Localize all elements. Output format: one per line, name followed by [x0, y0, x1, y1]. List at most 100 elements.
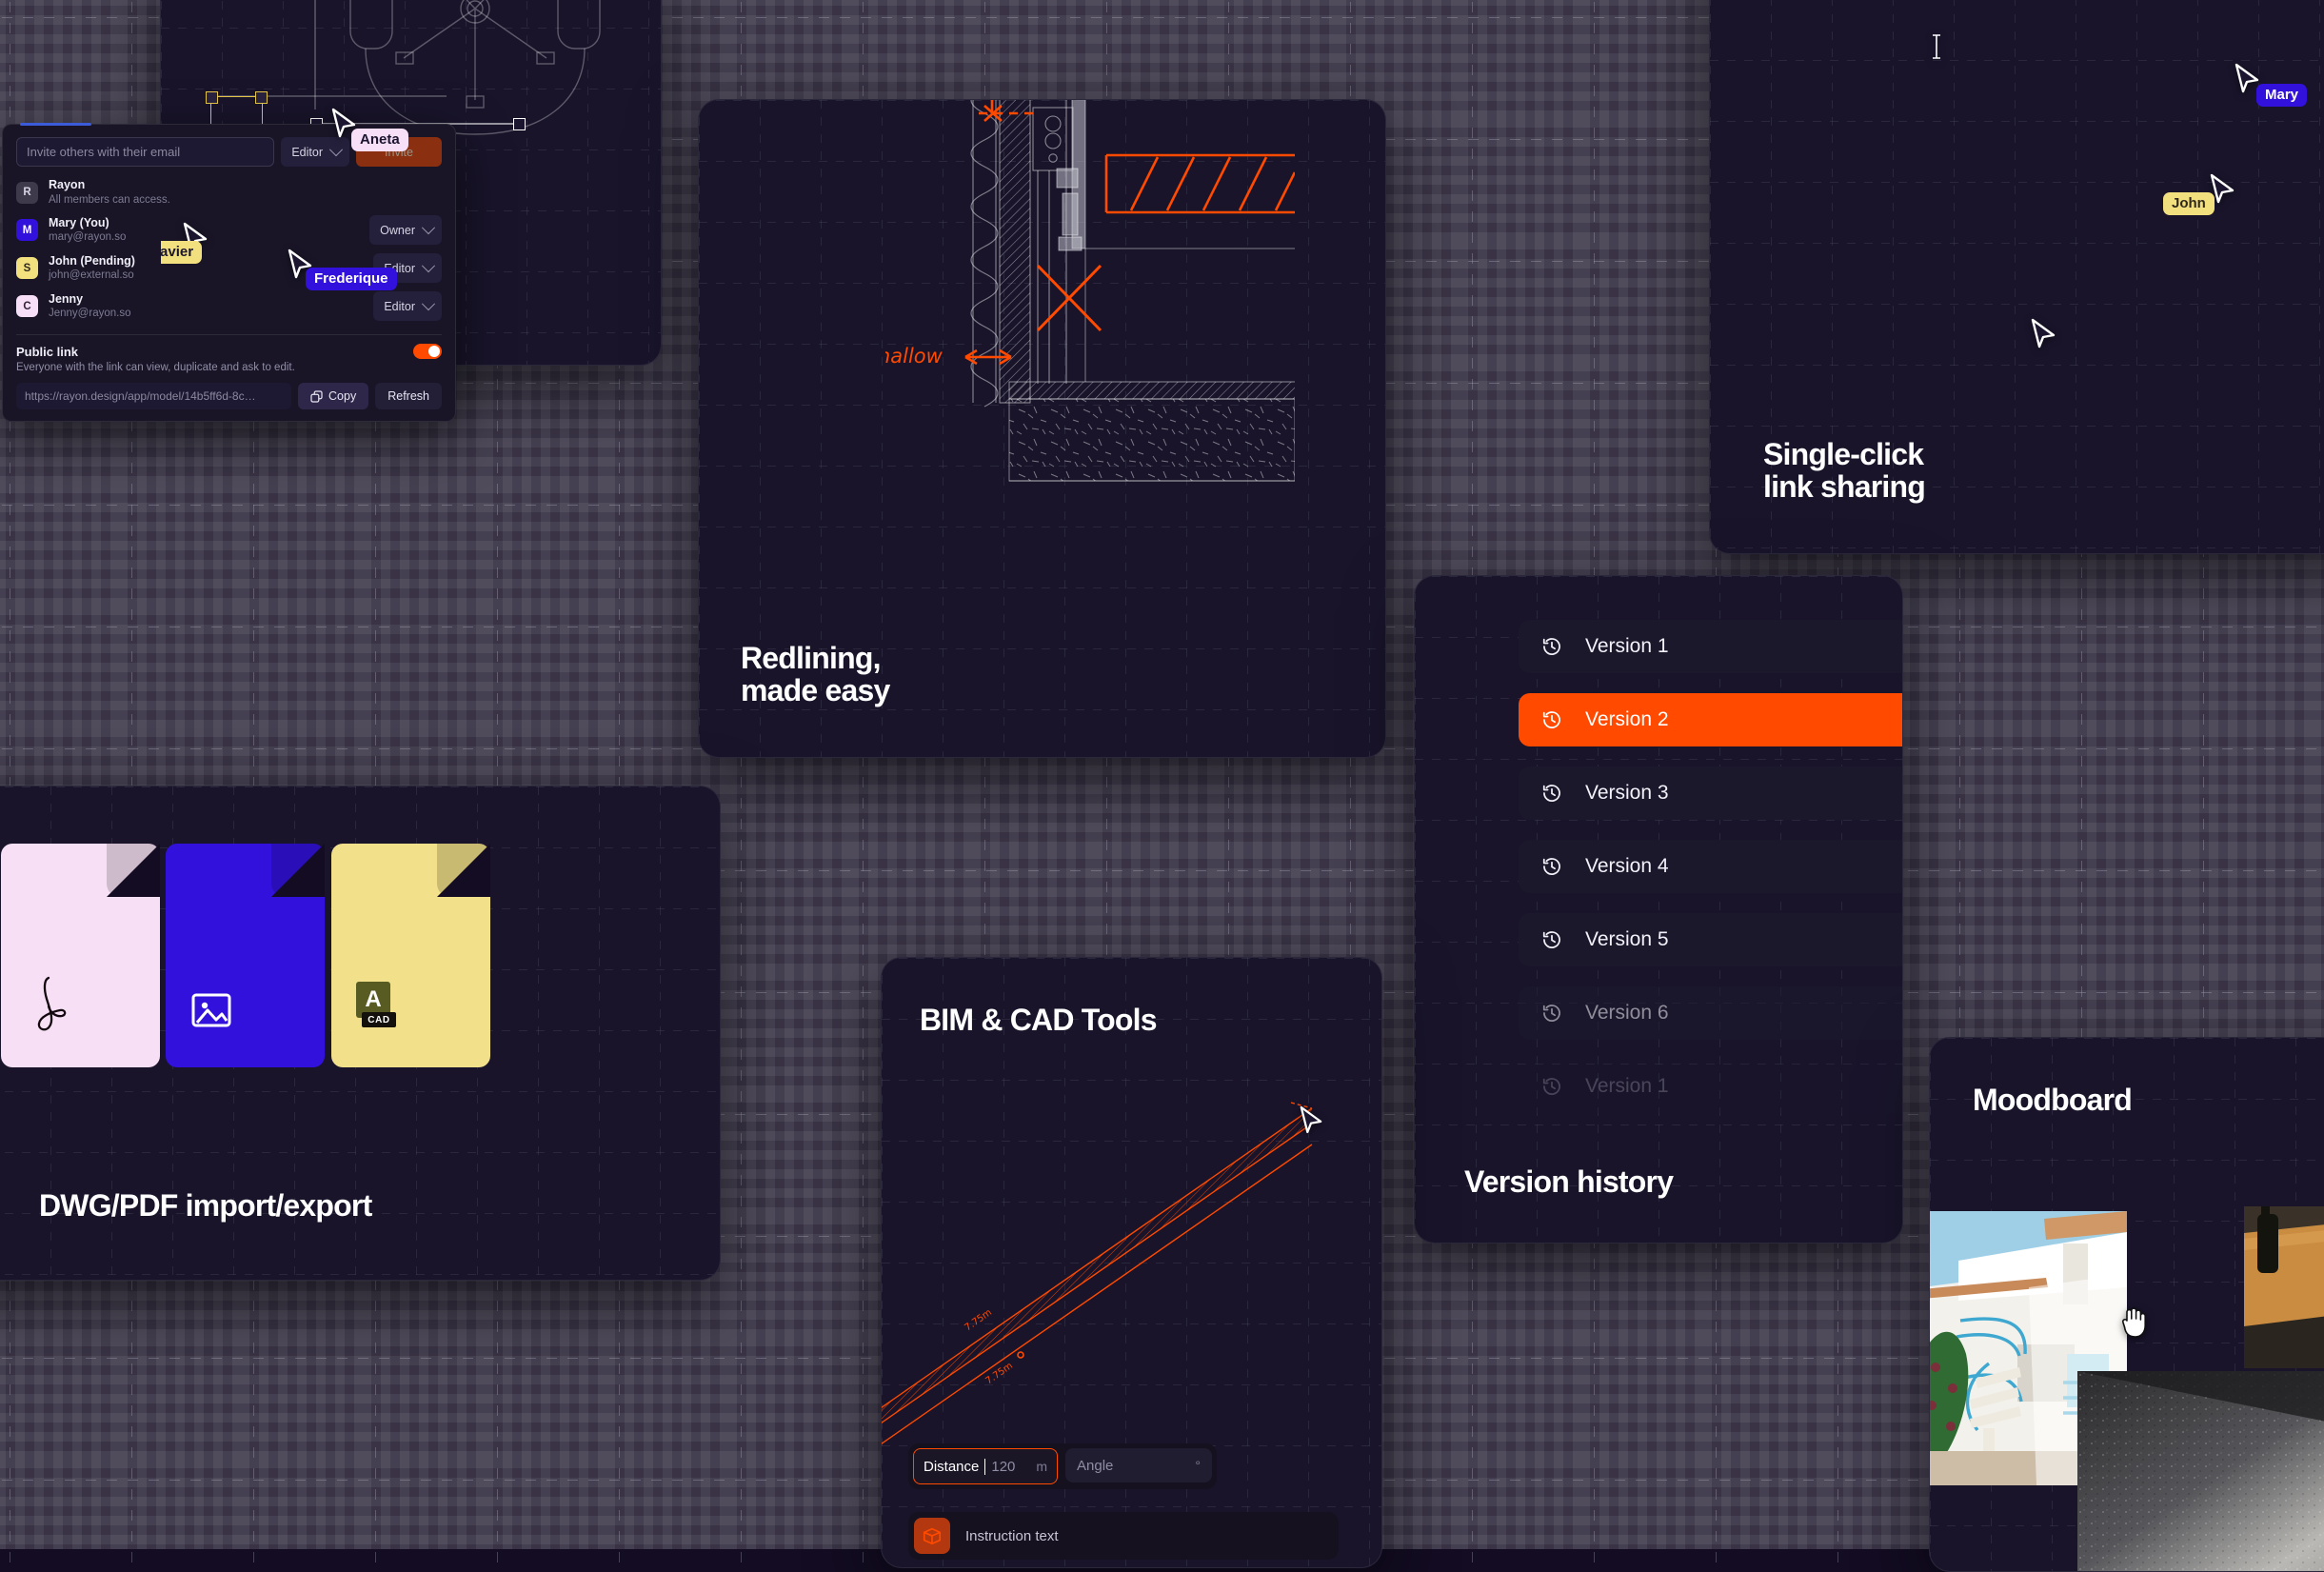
- copy-button-label: Copy: [328, 389, 357, 403]
- version-label: Version 2: [1585, 708, 1669, 730]
- card-grid-line: [660, 786, 661, 1280]
- member-row-jenny[interactable]: C Jenny Jenny@rayon.so Editor: [3, 288, 455, 326]
- card-grid-line: [882, 958, 883, 1567]
- history-icon: [1542, 638, 1560, 655]
- card-grid-line: [648, 0, 649, 365]
- public-link-row: https://rayon.design/app/model/14b5ff6d-…: [3, 373, 455, 409]
- public-link-url-input[interactable]: https://rayon.design/app/model/14b5ff6d-…: [16, 383, 292, 409]
- public-link-title: Public link: [16, 344, 79, 359]
- member-sub: mary@rayon.so: [49, 231, 127, 244]
- handle-top-left[interactable]: [206, 91, 218, 104]
- invite-email-input[interactable]: Invite others with their email: [16, 137, 275, 167]
- card-grid-line: [1710, 365, 2324, 366]
- title-line-1: Redlining,: [741, 640, 881, 675]
- invite-button-label: Invite: [385, 145, 413, 159]
- history-icon: [1542, 785, 1560, 802]
- card-grid-line: [2197, 0, 2198, 553]
- version-label: Version 4: [1585, 855, 1669, 877]
- member-row-john[interactable]: S John (Pending) john@external.so Editor: [3, 249, 455, 288]
- card-grid-line: [882, 1019, 1381, 1020]
- card-grid-line: [1930, 1282, 2324, 1283]
- avatar-jenny: C: [16, 295, 38, 317]
- version-row[interactable]: Version 112 days ago: [1519, 620, 1902, 673]
- card-grid-line: [1415, 759, 1902, 760]
- member-name: John (Pending): [49, 253, 135, 268]
- card-grid-line: [2015, 0, 2016, 553]
- card-grid-line: [699, 283, 1385, 284]
- public-link-toggle[interactable]: [413, 344, 442, 359]
- annotation-too-shallow: Too Shallow: [885, 345, 944, 368]
- card-grid-line: [1710, 60, 2324, 61]
- card-grid-line: [882, 1141, 1381, 1142]
- title-line-2: made easy: [741, 673, 890, 708]
- handle-top-right[interactable]: [255, 91, 268, 104]
- share-tab-indicator: [20, 123, 91, 126]
- refresh-button[interactable]: Refresh: [375, 383, 442, 409]
- office-chair-drawing: [349, 0, 601, 135]
- version-row[interactable]: Version 412 days ago: [1519, 840, 1902, 893]
- member-role-value: Owner: [380, 223, 415, 237]
- chevron-down-icon: [421, 258, 436, 272]
- card-grid-line: [1771, 0, 1772, 553]
- version-row[interactable]: Version 612 days ago: [1519, 986, 1902, 1040]
- card-grid-line: [882, 1567, 1381, 1568]
- alignment-guides: [212, 0, 447, 109]
- invite-role-select[interactable]: Editor: [281, 137, 349, 167]
- card-grid-line: [1003, 100, 1004, 757]
- member-row-mary[interactable]: M Mary (You) mary@rayon.so Owner: [3, 211, 455, 249]
- version-row[interactable]: Version 512 days ago: [1519, 913, 1902, 966]
- file-card-image[interactable]: [166, 844, 325, 1067]
- version-row[interactable]: Version 312 days ago: [1519, 766, 1902, 820]
- invite-row: Invite others with their email Editor In…: [3, 125, 455, 174]
- card-grid-line: [699, 100, 700, 757]
- card-grid-line: [1537, 576, 1538, 1243]
- invite-button[interactable]: Invite: [356, 137, 442, 167]
- card-grid-line: [1710, 426, 2324, 427]
- card-grid-line: [943, 100, 944, 757]
- dimension-label-2: 7.75m: [983, 1361, 1015, 1386]
- history-icon: [1542, 858, 1560, 875]
- share-panel: Invite others with their email Editor In…: [2, 123, 456, 422]
- member-role-select-john[interactable]: Editor: [373, 253, 442, 283]
- moodboard-photo-concrete[interactable]: [2077, 1371, 2324, 1571]
- moodboard-photo-table[interactable]: [2244, 1206, 2324, 1368]
- angle-input[interactable]: Angle °: [1065, 1448, 1212, 1482]
- version-row[interactable]: Version 212 days ago: [1519, 693, 1902, 746]
- distance-input[interactable]: Distance 120 m: [913, 1448, 1058, 1484]
- chevron-down-icon: [421, 296, 436, 310]
- card-grid-line: [1930, 1160, 2324, 1161]
- version-label: Version 1: [1585, 635, 1669, 657]
- version-list: Version 112 days ago Version 212 days ago…: [1519, 620, 1902, 1133]
- card-moodboard: Moodboard: [1929, 1037, 2324, 1572]
- member-role-value: Editor: [384, 299, 415, 313]
- card-grid-line: [1710, 0, 1711, 553]
- card-grid-line: [760, 100, 761, 757]
- card-grid-line: [699, 222, 1385, 223]
- member-role-value: Editor: [384, 261, 415, 275]
- autocad-file-icon: A CAD: [356, 982, 398, 1031]
- card-grid-line: [1125, 958, 1126, 1567]
- handle-top-right[interactable]: [513, 118, 526, 130]
- member-role-select-jenny[interactable]: Editor: [373, 291, 442, 321]
- member-sub: All members can access.: [49, 193, 170, 206]
- card-grid-line: [1902, 576, 1903, 1243]
- card-grid-line: [1930, 1221, 2324, 1222]
- file-card-autocad[interactable]: A CAD: [331, 844, 490, 1067]
- card-title-files: DWG/PDF import/export: [39, 1188, 372, 1224]
- card-grid-line: [1710, 304, 2324, 305]
- card-grid-line: [1003, 958, 1004, 1567]
- card-grid-line: [1710, 121, 2324, 122]
- history-icon: [1542, 931, 1560, 948]
- version-label: Version 3: [1585, 782, 1669, 804]
- member-row-rayon[interactable]: R Rayon All members can access.: [3, 174, 455, 211]
- copy-button[interactable]: Copy: [298, 383, 369, 409]
- card-grid-line: [1415, 576, 1416, 1243]
- file-card-acrobat[interactable]: [1, 844, 160, 1067]
- copy-icon: [310, 389, 323, 403]
- member-role-select-mary[interactable]: Owner: [369, 215, 442, 245]
- card-grid-line: [1780, 576, 1781, 1243]
- member-name: Mary (You): [49, 215, 109, 229]
- version-row[interactable]: Version 112 days ago: [1519, 1060, 1902, 1113]
- card-grid-line: [1308, 958, 1309, 1567]
